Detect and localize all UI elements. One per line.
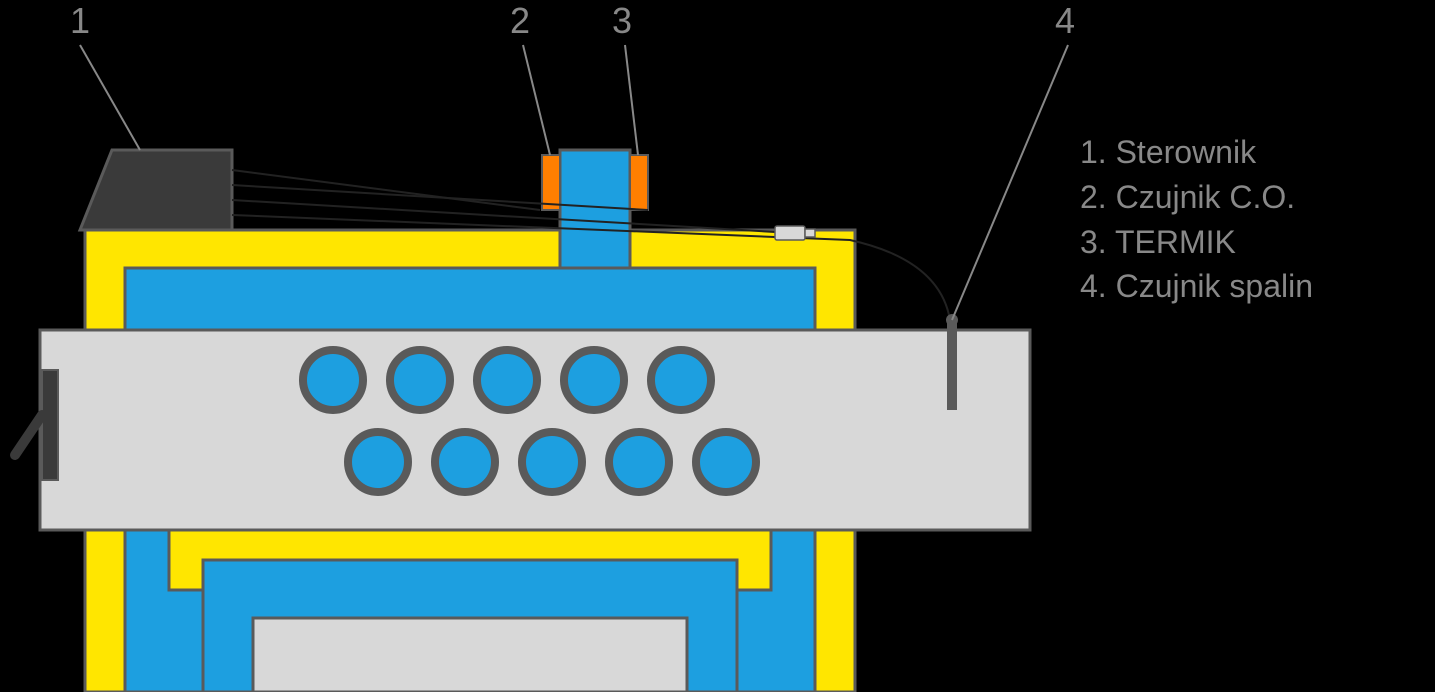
callout-4: 4 bbox=[1055, 0, 1075, 42]
callout-3: 3 bbox=[612, 0, 632, 42]
legend-item: 1. Sterownik bbox=[1080, 130, 1313, 175]
callout-2: 2 bbox=[510, 0, 530, 42]
legend: 1. Sterownik2. Czujnik C.O.3. TERMIK4. C… bbox=[1080, 130, 1313, 309]
legend-item: 4. Czujnik spalin bbox=[1080, 264, 1313, 309]
callout-1: 1 bbox=[70, 0, 90, 42]
legend-item: 2. Czujnik C.O. bbox=[1080, 175, 1313, 220]
boiler-diagram bbox=[0, 0, 1435, 692]
legend-item: 3. TERMIK bbox=[1080, 220, 1313, 265]
